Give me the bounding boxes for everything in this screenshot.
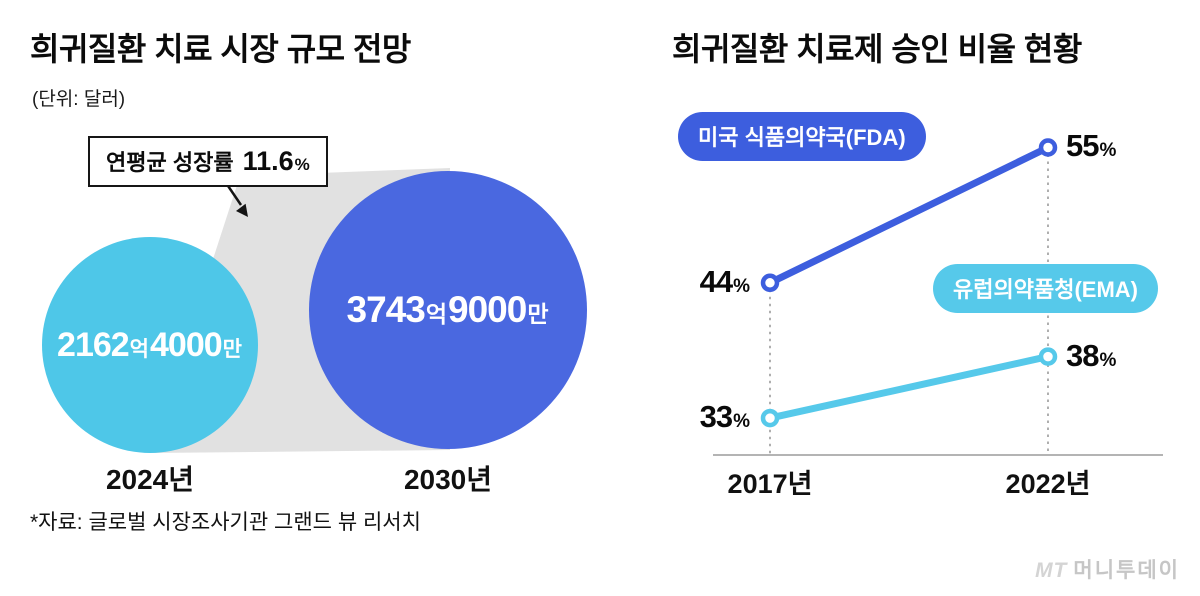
- fda-2017-number: 44: [699, 264, 733, 299]
- bubble-2030-suf2: 만: [527, 301, 549, 327]
- ema-2017-value-label: 33%: [660, 399, 750, 438]
- left-chart-unit-label: (단위: 달러): [32, 89, 126, 110]
- bubble-2024-year-label: 2024년: [105, 464, 195, 495]
- right-chart-title: 희귀질환 치료제 승인 비율 현황: [672, 31, 1082, 67]
- ema-2017-percent-sign: %: [733, 411, 750, 432]
- growth-rate-percent-sign: %: [294, 155, 310, 174]
- series-pill-ema: 유럽의약품청(EMA): [933, 264, 1158, 313]
- data-point-marker: [760, 273, 780, 293]
- bubble-2024-num1: 2162: [57, 325, 130, 364]
- fda-2022-number: 55: [1066, 128, 1099, 163]
- bubble-2024-value: 2162억4000만: [57, 326, 243, 365]
- source-note: *자료: 글로벌 시장조사기관 그랜드 뷰 리서치: [30, 511, 421, 534]
- growth-rate-prefix: 연평균 성장률: [106, 150, 234, 175]
- publisher-name: 머니투데이: [1073, 559, 1180, 582]
- growth-arrow-head: [236, 203, 248, 217]
- publisher-watermark: MT 머니투데이: [1035, 554, 1180, 584]
- series-pill-fda: 미국 식품의약국(FDA): [678, 112, 926, 161]
- data-point-marker: [1038, 347, 1058, 366]
- ema-2022-percent-sign: %: [1099, 350, 1117, 371]
- bubble-2030-value: 3743억9000만: [347, 289, 550, 331]
- bubble-2024: 2162억4000만: [42, 237, 258, 453]
- bubble-2024-suf2: 만: [222, 337, 242, 361]
- fda-2017-value-label: 44%: [660, 264, 750, 303]
- series-line: [766, 144, 1052, 287]
- bubble-2024-suf1: 억: [129, 337, 149, 361]
- bubble-2030-suf1: 억: [425, 301, 447, 327]
- x-axis-label-2017: 2017년: [727, 469, 813, 499]
- ema-2022-number: 38: [1066, 338, 1099, 373]
- ema-2017-number: 33: [699, 399, 733, 434]
- bubble-2030: 3743억9000만: [309, 171, 587, 449]
- growth-rate-value: 11.6: [242, 146, 294, 176]
- ema-2022-value-label: 38%: [1066, 338, 1117, 377]
- bubble-2024-num2: 4000: [150, 325, 223, 364]
- data-point-marker: [760, 408, 780, 428]
- data-point-marker: [1038, 138, 1058, 157]
- fda-2022-value-label: 55%: [1066, 128, 1117, 167]
- fda-2022-percent-sign: %: [1099, 140, 1117, 161]
- mt-logo-icon: MT: [1035, 559, 1068, 582]
- left-chart-title: 희귀질환 치료 시장 규모 전망: [30, 31, 411, 67]
- series-line: [766, 353, 1052, 422]
- bubble-2030-num1: 3743: [346, 289, 426, 330]
- bubble-2030-num2: 9000: [448, 289, 527, 330]
- fda-2017-percent-sign: %: [733, 276, 750, 297]
- x-axis-label-2022: 2022년: [1005, 469, 1091, 499]
- growth-rate-annotation: 연평균 성장률 11.6 %: [88, 136, 328, 187]
- bubble-2030-year-label: 2030년: [403, 464, 493, 495]
